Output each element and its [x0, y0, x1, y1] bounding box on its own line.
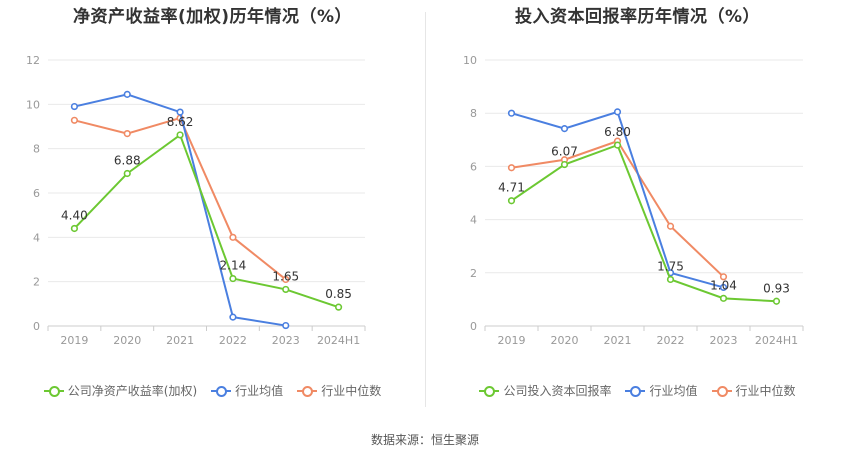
x-tick-label: 2020	[113, 334, 141, 347]
y-tick-label: 10	[463, 54, 477, 67]
data-label: 0.93	[763, 281, 790, 295]
legend-label: 行业均值	[235, 384, 284, 398]
roic-chart-title: 投入资本回报率历年情况（%）	[514, 7, 761, 27]
data-point-avg	[560, 125, 569, 133]
legend-swatch-icon	[711, 385, 732, 397]
y-tick-label: 8	[33, 143, 40, 156]
data-point-company	[507, 197, 516, 205]
data-label: 6.80	[604, 125, 631, 139]
data-point-avg	[507, 109, 516, 117]
legend-label: 行业均值	[649, 384, 698, 398]
legend-item-company[interactable]: 公司净资产收益率(加权)	[43, 382, 198, 399]
roic-chart-legend: 公司投入资本回报率 行业均值 行业中位数	[425, 382, 850, 399]
series-line-company	[510, 143, 777, 303]
data-label: 4.71	[498, 181, 525, 195]
legend-label: 公司净资产收益率(加权)	[67, 384, 198, 398]
data-point-company	[70, 224, 79, 233]
data-point-median	[282, 275, 290, 284]
x-tick-label: 2023	[272, 334, 300, 347]
data-point-avg	[282, 321, 290, 330]
data-point-company	[560, 160, 569, 169]
roe-chart-plot: 0 2 4 6 8 10 12 2019 2020 2021 2022 2023 2024H1 4.40 6…	[26, 54, 366, 347]
legend-item-avg[interactable]: 行业均值	[625, 382, 698, 399]
data-label: 0.85	[325, 287, 352, 301]
roe-chart-legend: 公司净资产收益率(加权) 行业均值 行业中位数	[0, 382, 425, 399]
data-point-company	[176, 131, 184, 139]
x-tick-label: 2024H1	[755, 334, 798, 347]
y-tick-label: 2	[470, 267, 477, 280]
data-point-median	[123, 129, 131, 138]
y-tick-label: 0	[470, 320, 477, 333]
data-point-company	[282, 285, 290, 294]
roe-chart-title: 净资产收益率(加权)历年情况（%）	[72, 7, 353, 27]
x-tick-label: 2021	[166, 334, 194, 347]
roic-chart-panel: 投入资本回报率历年情况（%） 0 2 4 6 8 10 2019 2020 2021 2022 20…	[425, 0, 850, 410]
data-point-median	[70, 116, 79, 124]
legend-item-company[interactable]: 公司投入资本回报率	[479, 382, 611, 399]
data-point-avg	[70, 102, 79, 111]
data-point-median	[666, 222, 675, 230]
x-tick-label: 2023	[710, 334, 738, 347]
legend-swatch-icon	[211, 385, 232, 397]
legend-item-avg[interactable]: 行业均值	[211, 382, 283, 399]
data-label: 4.40	[61, 208, 88, 222]
legend-item-median[interactable]: 行业中位数	[297, 382, 381, 399]
x-tick-label: 2020	[551, 334, 579, 347]
series-line-median	[511, 139, 725, 278]
legend-label: 行业中位数	[321, 384, 382, 398]
data-point-avg	[229, 313, 237, 321]
data-label: 1.75	[657, 259, 684, 273]
data-point-company	[719, 294, 728, 302]
legend-label: 行业中位数	[735, 384, 796, 398]
roe-chart-panel: 净资产收益率(加权)历年情况（%） 0 2 4 6 8 10 12 2019 2020 2021 2…	[0, 0, 425, 410]
panel-divider	[425, 12, 426, 407]
x-tick-label: 2022	[657, 334, 685, 347]
series-line-company	[73, 133, 339, 309]
data-point-company	[666, 275, 675, 284]
data-source-note: 数据来源：恒生聚源	[370, 433, 479, 447]
y-tick-label: 12	[26, 54, 40, 67]
data-label: 1.04	[710, 278, 737, 292]
data-point-avg	[123, 90, 131, 98]
y-tick-label: 2	[33, 276, 40, 289]
data-label: 6.88	[114, 153, 141, 167]
data-point-median	[229, 233, 237, 241]
legend-swatch-icon	[625, 385, 646, 397]
x-tick-label: 2019	[60, 334, 88, 347]
legend-label: 公司投入资本回报率	[503, 384, 612, 398]
y-tick-label: 6	[33, 187, 40, 200]
data-label: 6.07	[551, 145, 578, 159]
y-tick-label: 4	[470, 214, 477, 227]
y-tick-label: 8	[470, 107, 477, 120]
legend-swatch-icon	[297, 385, 318, 397]
y-tick-label: 0	[33, 320, 40, 333]
x-tick-label: 2021	[604, 334, 632, 347]
data-point-median	[719, 273, 728, 281]
legend-item-median[interactable]: 行业中位数	[711, 382, 796, 399]
data-label: 2.14	[220, 259, 247, 273]
y-tick-label: 6	[470, 160, 477, 173]
data-point-avg	[719, 283, 728, 292]
legend-swatch-icon	[479, 385, 500, 397]
data-point-avg	[613, 108, 622, 116]
data-point-company	[772, 297, 781, 305]
series-line-median	[74, 116, 287, 281]
data-point-avg	[176, 108, 184, 116]
data-point-median	[507, 164, 516, 172]
x-tick-label: 2019	[498, 334, 526, 347]
data-label: 8.62	[167, 115, 194, 129]
data-label: 1.65	[272, 269, 299, 283]
data-point-company	[334, 303, 343, 311]
data-point-company	[229, 274, 237, 283]
data-point-company	[613, 141, 622, 149]
y-tick-label: 10	[26, 98, 40, 111]
data-point-company	[123, 169, 131, 178]
x-tick-label: 2022	[219, 334, 247, 347]
x-tick-label: 2024H1	[317, 334, 360, 347]
y-tick-label: 4	[33, 231, 40, 244]
legend-swatch-icon	[43, 385, 64, 397]
roic-chart-plot: 0 2 4 6 8 10 2019 2020 2021 2022 2023 2024H1 4.71 6.0…	[463, 54, 804, 347]
